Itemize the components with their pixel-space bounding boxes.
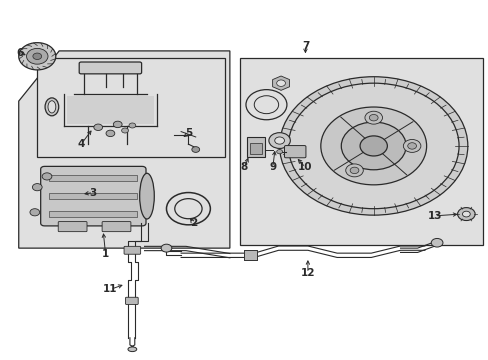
Text: 7: 7 <box>301 41 308 50</box>
Circle shape <box>430 238 442 247</box>
Circle shape <box>345 164 363 177</box>
Circle shape <box>19 42 56 70</box>
Circle shape <box>174 199 202 219</box>
Text: 1: 1 <box>102 248 109 258</box>
Text: 6: 6 <box>17 48 24 58</box>
Bar <box>49 175 137 181</box>
Text: 2: 2 <box>189 218 197 228</box>
Circle shape <box>106 130 115 136</box>
Circle shape <box>191 147 199 152</box>
Circle shape <box>30 209 40 216</box>
Circle shape <box>279 77 467 215</box>
Text: 9: 9 <box>269 162 276 172</box>
Circle shape <box>32 184 42 191</box>
Ellipse shape <box>48 101 56 113</box>
Ellipse shape <box>45 98 59 116</box>
Ellipse shape <box>128 347 137 352</box>
Bar <box>249 143 261 154</box>
Text: 10: 10 <box>298 162 312 172</box>
Text: 3: 3 <box>89 188 97 198</box>
Circle shape <box>166 193 210 225</box>
Text: 13: 13 <box>427 211 441 221</box>
Circle shape <box>349 167 358 174</box>
Text: 4: 4 <box>77 139 84 149</box>
Circle shape <box>33 53 41 59</box>
Circle shape <box>320 107 426 185</box>
FancyBboxPatch shape <box>79 62 142 74</box>
Text: 8: 8 <box>241 162 247 172</box>
Circle shape <box>268 133 290 148</box>
Circle shape <box>403 139 420 152</box>
Circle shape <box>122 128 128 133</box>
Circle shape <box>341 122 406 170</box>
Circle shape <box>407 143 416 149</box>
Bar <box>37 58 224 157</box>
Bar <box>244 249 256 260</box>
FancyBboxPatch shape <box>125 297 138 305</box>
Circle shape <box>364 111 382 124</box>
Circle shape <box>113 121 122 128</box>
Ellipse shape <box>140 173 154 219</box>
Circle shape <box>368 114 377 121</box>
Circle shape <box>276 80 285 86</box>
Circle shape <box>42 173 52 180</box>
Circle shape <box>26 48 48 64</box>
Bar <box>244 249 256 260</box>
FancyBboxPatch shape <box>66 96 154 125</box>
Circle shape <box>359 136 386 156</box>
Circle shape <box>94 124 102 131</box>
Circle shape <box>457 208 474 221</box>
Circle shape <box>254 96 278 114</box>
Circle shape <box>245 90 286 120</box>
Circle shape <box>129 123 136 128</box>
FancyBboxPatch shape <box>124 246 141 254</box>
Circle shape <box>276 149 282 154</box>
FancyBboxPatch shape <box>284 145 305 158</box>
Bar <box>239 58 483 244</box>
Bar <box>49 211 137 217</box>
FancyBboxPatch shape <box>41 166 146 226</box>
Text: 12: 12 <box>300 268 314 278</box>
Text: 11: 11 <box>103 284 118 294</box>
Circle shape <box>462 211 469 217</box>
Circle shape <box>274 137 284 144</box>
Circle shape <box>161 244 171 252</box>
FancyBboxPatch shape <box>246 137 265 157</box>
Polygon shape <box>19 51 229 248</box>
Bar <box>49 193 137 199</box>
FancyBboxPatch shape <box>58 222 87 231</box>
Circle shape <box>288 83 458 209</box>
Text: 5: 5 <box>184 129 192 138</box>
FancyBboxPatch shape <box>102 222 131 231</box>
